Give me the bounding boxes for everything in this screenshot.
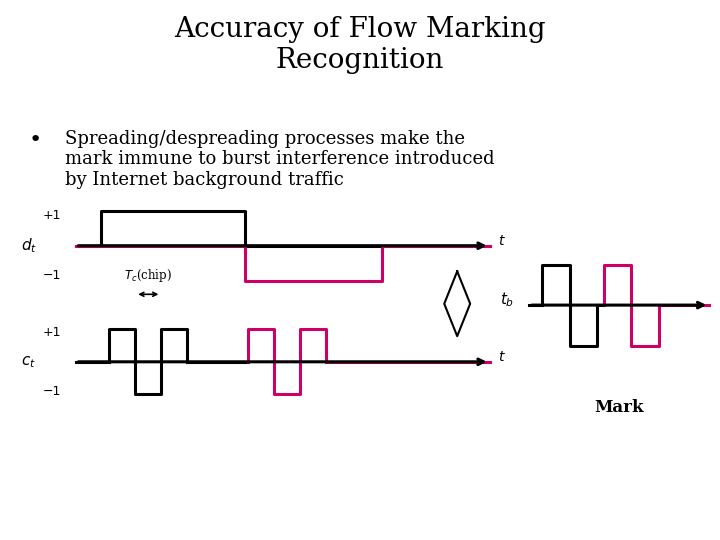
Text: •: • (29, 130, 42, 150)
Text: −1: −1 (42, 385, 61, 398)
Text: Spreading/despreading processes make the
mark immune to burst interference intro: Spreading/despreading processes make the… (65, 130, 495, 189)
Text: −1: −1 (42, 269, 61, 282)
Text: Accuracy of Flow Marking
Recognition: Accuracy of Flow Marking Recognition (174, 16, 546, 75)
Text: +1: +1 (42, 210, 61, 222)
Text: $T_c$(chip): $T_c$(chip) (125, 267, 172, 284)
Text: $t$: $t$ (498, 234, 506, 248)
Text: $t$: $t$ (498, 350, 506, 365)
Text: $d_t$: $d_t$ (21, 237, 37, 255)
Text: $c_t$: $c_t$ (22, 354, 36, 370)
Text: +1: +1 (42, 326, 61, 339)
Text: Mark: Mark (595, 399, 644, 416)
Text: $t_b$: $t_b$ (500, 291, 515, 309)
